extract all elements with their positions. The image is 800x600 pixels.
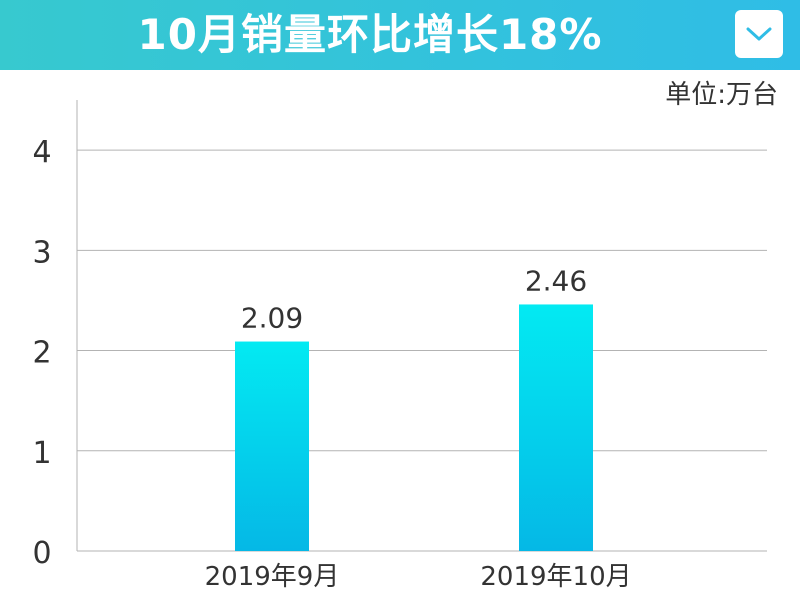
dropdown-button[interactable] xyxy=(735,10,783,58)
y-tick-label: 1 xyxy=(32,436,51,471)
bar xyxy=(519,304,593,551)
y-tick-label: 0 xyxy=(32,536,51,571)
y-tick-label: 2 xyxy=(32,336,51,371)
y-tick-label: 3 xyxy=(32,235,51,270)
title-banner: 10月销量环比增长18% xyxy=(0,0,800,70)
data-label: 2.46 xyxy=(525,264,587,297)
unit-label: 单位:万台 xyxy=(665,80,778,110)
chevron-down-icon xyxy=(746,27,772,41)
data-label: 2.09 xyxy=(241,302,303,335)
page-title: 10月销量环比增长18% xyxy=(137,10,603,59)
x-tick-label: 2019年9月 xyxy=(205,562,340,592)
x-tick-label: 2019年10月 xyxy=(480,562,631,592)
bar xyxy=(235,341,309,551)
y-tick-label: 4 xyxy=(32,135,51,170)
